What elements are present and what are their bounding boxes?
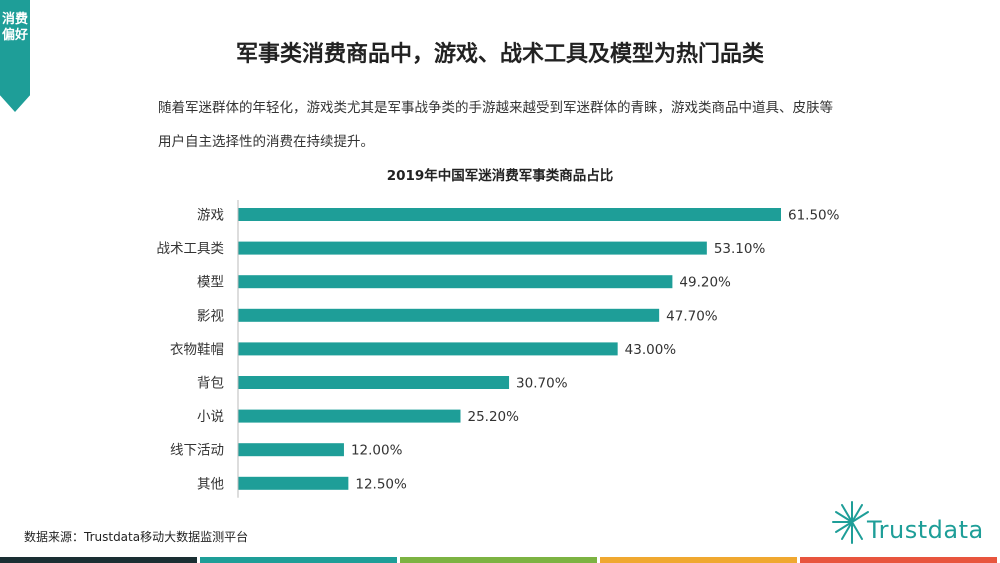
section-tab: 消费偏好 <box>0 0 30 112</box>
data-source-note: 数据来源：Trustdata移动大数据监测平台 <box>24 530 249 544</box>
footer-bar-segment <box>800 557 997 563</box>
bar <box>238 443 344 457</box>
value-label: 25.20% <box>467 409 519 425</box>
bar <box>238 241 707 255</box>
bar <box>238 409 461 423</box>
footer-bar-segment <box>200 557 397 563</box>
bar <box>238 308 660 322</box>
value-label: 47.70% <box>666 308 718 324</box>
category-label: 影视 <box>197 308 224 324</box>
value-label: 61.50% <box>788 208 840 224</box>
page-title: 军事类消费商品中，游戏、战术工具及模型为热门品类 <box>235 42 764 67</box>
bar <box>238 275 673 289</box>
category-label: 小说 <box>197 409 224 425</box>
value-label: 53.10% <box>714 241 766 257</box>
value-label: 12.50% <box>355 476 407 492</box>
footer-bar-segment <box>0 557 197 563</box>
value-label: 49.20% <box>679 275 731 291</box>
bar <box>238 376 510 389</box>
intro-paragraph-line-2: 用户自主选择性的消费在持续提升。 <box>158 134 374 150</box>
chart-title: 2019年中国军迷消费军事类商品占比 <box>386 168 614 184</box>
category-label: 模型 <box>197 275 224 291</box>
category-label: 其他 <box>197 476 224 492</box>
bar <box>238 476 349 490</box>
value-label: 12.00% <box>351 443 403 459</box>
category-label: 线下活动 <box>170 443 224 459</box>
trustdata-logo-icon <box>832 501 869 544</box>
category-label: 衣物鞋帽 <box>170 342 224 358</box>
bar <box>238 208 781 221</box>
section-tab-label: 消费偏好 <box>1 12 28 43</box>
footer-bar-segment <box>400 557 597 563</box>
category-label: 战术工具类 <box>157 241 225 257</box>
footer-bar-segment <box>600 557 797 563</box>
intro-paragraph-line-1: 随着军迷群体的年轻化，游戏类尤其是军事战争类的手游越来越受到军迷群体的青睐，游戏… <box>158 100 833 116</box>
category-label: 游戏 <box>197 208 224 224</box>
category-label: 背包 <box>197 376 224 392</box>
value-label: 30.70% <box>516 376 568 392</box>
value-label: 43.00% <box>625 342 677 358</box>
logo-text: Trustdata <box>867 516 984 544</box>
bar <box>238 342 618 356</box>
